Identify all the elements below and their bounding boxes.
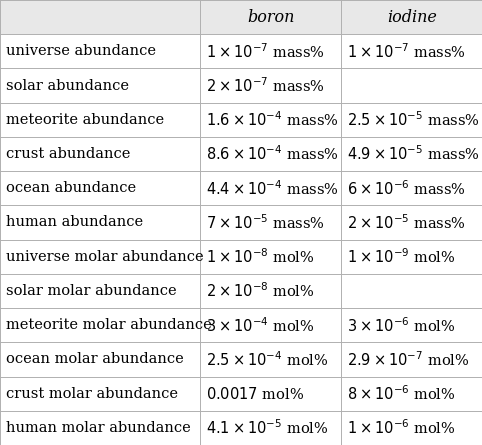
Text: solar abundance: solar abundance [6,79,129,93]
Bar [0,206,482,239]
Bar [0,34,482,69]
Text: $1\times10^{-7}$ mass%: $1\times10^{-7}$ mass% [206,42,325,61]
Bar [0,137,482,171]
Text: $1\times10^{-9}$ mol%: $1\times10^{-9}$ mol% [347,247,455,266]
Text: iodine: iodine [387,8,437,26]
Text: human abundance: human abundance [6,215,143,230]
Text: $3\times10^{-6}$ mol%: $3\times10^{-6}$ mol% [347,316,455,335]
Text: human molar abundance: human molar abundance [6,421,190,435]
Text: $2\times10^{-5}$ mass%: $2\times10^{-5}$ mass% [347,213,466,232]
Text: crust molar abundance: crust molar abundance [6,387,178,400]
Text: $2\times10^{-8}$ mol%: $2\times10^{-8}$ mol% [206,282,314,300]
Bar [0,411,482,445]
Text: $2\times10^{-7}$ mass%: $2\times10^{-7}$ mass% [206,76,325,95]
Text: $1.6\times10^{-4}$ mass%: $1.6\times10^{-4}$ mass% [206,110,338,129]
Text: $1\times10^{-6}$ mol%: $1\times10^{-6}$ mol% [347,419,455,437]
Text: universe molar abundance: universe molar abundance [6,250,203,264]
Bar [0,274,482,308]
Bar [0,171,482,206]
Text: $4.9\times10^{-5}$ mass%: $4.9\times10^{-5}$ mass% [347,145,480,163]
Text: $0.0017$ mol%: $0.0017$ mol% [206,386,304,402]
Text: meteorite abundance: meteorite abundance [6,113,164,127]
Text: $2.9\times10^{-7}$ mol%: $2.9\times10^{-7}$ mol% [347,350,469,369]
Text: $6\times10^{-6}$ mass%: $6\times10^{-6}$ mass% [347,179,466,198]
Text: boron: boron [247,8,295,26]
Text: meteorite molar abundance: meteorite molar abundance [6,318,212,332]
Text: $4.4\times10^{-4}$ mass%: $4.4\times10^{-4}$ mass% [206,179,338,198]
Text: solar molar abundance: solar molar abundance [6,284,176,298]
Bar [0,0,200,34]
Text: $7\times10^{-5}$ mass%: $7\times10^{-5}$ mass% [206,213,325,232]
Text: $8.6\times10^{-4}$ mass%: $8.6\times10^{-4}$ mass% [206,145,338,163]
Bar [0,308,482,342]
Text: $2.5\times10^{-4}$ mol%: $2.5\times10^{-4}$ mol% [206,350,328,369]
Text: $3\times10^{-4}$ mol%: $3\times10^{-4}$ mol% [206,316,314,335]
Text: $2.5\times10^{-5}$ mass%: $2.5\times10^{-5}$ mass% [347,110,480,129]
Bar [0,69,482,103]
Text: ocean molar abundance: ocean molar abundance [6,352,184,366]
Text: $8\times10^{-6}$ mol%: $8\times10^{-6}$ mol% [347,384,455,403]
Bar [0,342,482,376]
Text: $1\times10^{-7}$ mass%: $1\times10^{-7}$ mass% [347,42,466,61]
Bar [341,0,482,34]
Text: $1\times10^{-8}$ mol%: $1\times10^{-8}$ mol% [206,247,314,266]
Text: universe abundance: universe abundance [6,44,156,58]
Bar [0,376,482,411]
Text: ocean abundance: ocean abundance [6,181,136,195]
Text: crust abundance: crust abundance [6,147,130,161]
Bar [0,239,482,274]
Bar [0,103,482,137]
Bar [200,0,341,34]
Text: $4.1\times10^{-5}$ mol%: $4.1\times10^{-5}$ mol% [206,419,328,437]
